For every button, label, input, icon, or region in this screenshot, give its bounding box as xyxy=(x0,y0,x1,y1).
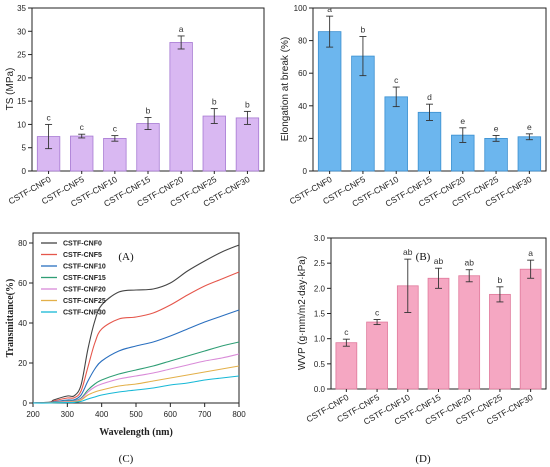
significance-letter: a xyxy=(327,4,332,14)
bar xyxy=(70,135,94,172)
legend-label: CSTF-CNF20 xyxy=(63,287,106,294)
panel-label: (A) xyxy=(118,251,134,263)
y-tick-label: 2.5 xyxy=(314,259,326,268)
y-tick-label: 5 xyxy=(22,144,27,153)
bar xyxy=(335,342,358,390)
y-tick-label: 60 xyxy=(298,69,307,78)
y-tick-label: 20 xyxy=(18,359,27,368)
y-tick-label: 0 xyxy=(23,399,28,408)
significance-letter: ab xyxy=(434,256,444,266)
bar xyxy=(103,137,127,172)
significance-letter: e xyxy=(460,116,465,126)
panel-d-wvp-chart: WVP (g·mm/m2·day·kPa) (D) 0.0 0.5 1.0 1.5 2.… xyxy=(297,234,547,465)
bar xyxy=(519,268,542,390)
bar xyxy=(317,31,342,172)
significance-letter: c xyxy=(80,122,85,132)
y-tick-label: 0.5 xyxy=(314,360,326,369)
panel-label: (B) xyxy=(416,251,431,263)
x-tick-label: 700 xyxy=(198,410,212,419)
y-tick-label: 0 xyxy=(303,167,308,176)
x-tick-label: 400 xyxy=(95,410,109,419)
y-tick-label: 0.0 xyxy=(314,385,326,394)
x-tick-label: 500 xyxy=(129,410,143,419)
significance-letter: ab xyxy=(403,247,413,257)
panel-label: (D) xyxy=(415,453,431,465)
y-tick-label: 40 xyxy=(18,319,27,328)
significance-letter: e xyxy=(494,123,499,133)
significance-letter: e xyxy=(527,122,532,132)
x-tick-label: 300 xyxy=(61,410,75,419)
significance-letter: c xyxy=(46,112,51,122)
y-tick-label: 80 xyxy=(18,239,27,248)
bar xyxy=(169,42,193,172)
bar xyxy=(136,123,160,172)
y-tick-label: 15 xyxy=(17,97,26,106)
y-tick-label: 25 xyxy=(17,51,26,60)
significance-letter: b xyxy=(212,97,217,107)
y-tick-label: 100 xyxy=(294,4,308,13)
significance-letter: c xyxy=(344,327,349,337)
panel-b-elongation-chart: Elongation at break (%) (B) 0 20 40 60 80 100… xyxy=(280,4,547,263)
legend-label: CSTF-CNF0 xyxy=(63,241,102,248)
y-tick-label: 40 xyxy=(298,102,307,111)
y-tick-label: 80 xyxy=(298,37,307,46)
y-tick-label: 1.0 xyxy=(314,335,326,344)
legend-label: CSTF-CNF30 xyxy=(63,310,106,317)
significance-letter: b xyxy=(245,99,250,109)
series-line xyxy=(32,309,240,404)
panel-label: (C) xyxy=(119,453,134,465)
y-tick-label: 1.5 xyxy=(314,310,326,319)
series-line xyxy=(32,271,240,404)
y-axis-label: TS (MPa) xyxy=(5,68,16,111)
bar xyxy=(484,137,508,172)
bar xyxy=(517,136,542,172)
significance-letter: a xyxy=(179,24,184,34)
y-tick-label: 30 xyxy=(17,27,26,36)
series-line xyxy=(32,341,240,404)
legend-label: CSTF-CNF5 xyxy=(63,252,102,259)
series-line xyxy=(32,244,240,404)
y-axis-label: Transmittance(%) xyxy=(5,279,16,358)
significance-letter: b xyxy=(146,105,151,115)
significance-letter: ab xyxy=(464,258,474,268)
series-line xyxy=(32,375,240,404)
significance-letter: d xyxy=(427,92,432,102)
panel-c-transmittance-chart: Wavelength (nm) Transmittance(%) (C) 200… xyxy=(5,232,246,465)
bar xyxy=(458,275,481,390)
y-tick-label: 60 xyxy=(18,279,27,288)
y-tick-label: 20 xyxy=(17,74,26,83)
series-line xyxy=(32,353,240,404)
x-tick-label: 600 xyxy=(164,410,178,419)
bar xyxy=(489,293,511,390)
series-line xyxy=(32,365,240,404)
bar xyxy=(202,115,226,172)
legend-label: CSTF-CNF25 xyxy=(63,298,106,305)
x-tick-label: 200 xyxy=(26,410,40,419)
significance-letter: b xyxy=(498,275,503,285)
legend-label: CSTF-CNF15 xyxy=(63,275,106,282)
y-tick-label: 35 xyxy=(17,4,26,13)
y-tick-label: 2.0 xyxy=(314,284,326,293)
x-axis-label: Wavelength (nm) xyxy=(99,427,173,438)
bar xyxy=(384,96,408,172)
bar xyxy=(417,111,442,172)
bar xyxy=(366,321,388,390)
bar xyxy=(235,117,260,172)
significance-letter: c xyxy=(375,308,380,318)
y-tick-label: 20 xyxy=(298,134,307,143)
significance-letter: c xyxy=(394,75,399,85)
y-tick-label: 0 xyxy=(22,167,27,176)
y-tick-label: 3.0 xyxy=(314,234,326,243)
significance-letter: a xyxy=(528,248,533,258)
y-axis-label: Elongation at break (%) xyxy=(280,37,291,142)
legend-label: CSTF-CNF10 xyxy=(63,264,106,271)
panel-a-tensile-strength-chart: TS (MPa) (A) 0 5 10 15 20 25 30 35 c CSTF-CNF0 c CS… xyxy=(5,4,265,263)
y-tick-label: 10 xyxy=(17,120,26,129)
bar xyxy=(427,277,450,390)
x-tick-label: 800 xyxy=(232,410,246,419)
significance-letter: b xyxy=(361,25,366,35)
significance-letter: c xyxy=(113,124,118,134)
y-axis-label: WVP (g·mm/m2·day·kPa) xyxy=(297,256,308,370)
